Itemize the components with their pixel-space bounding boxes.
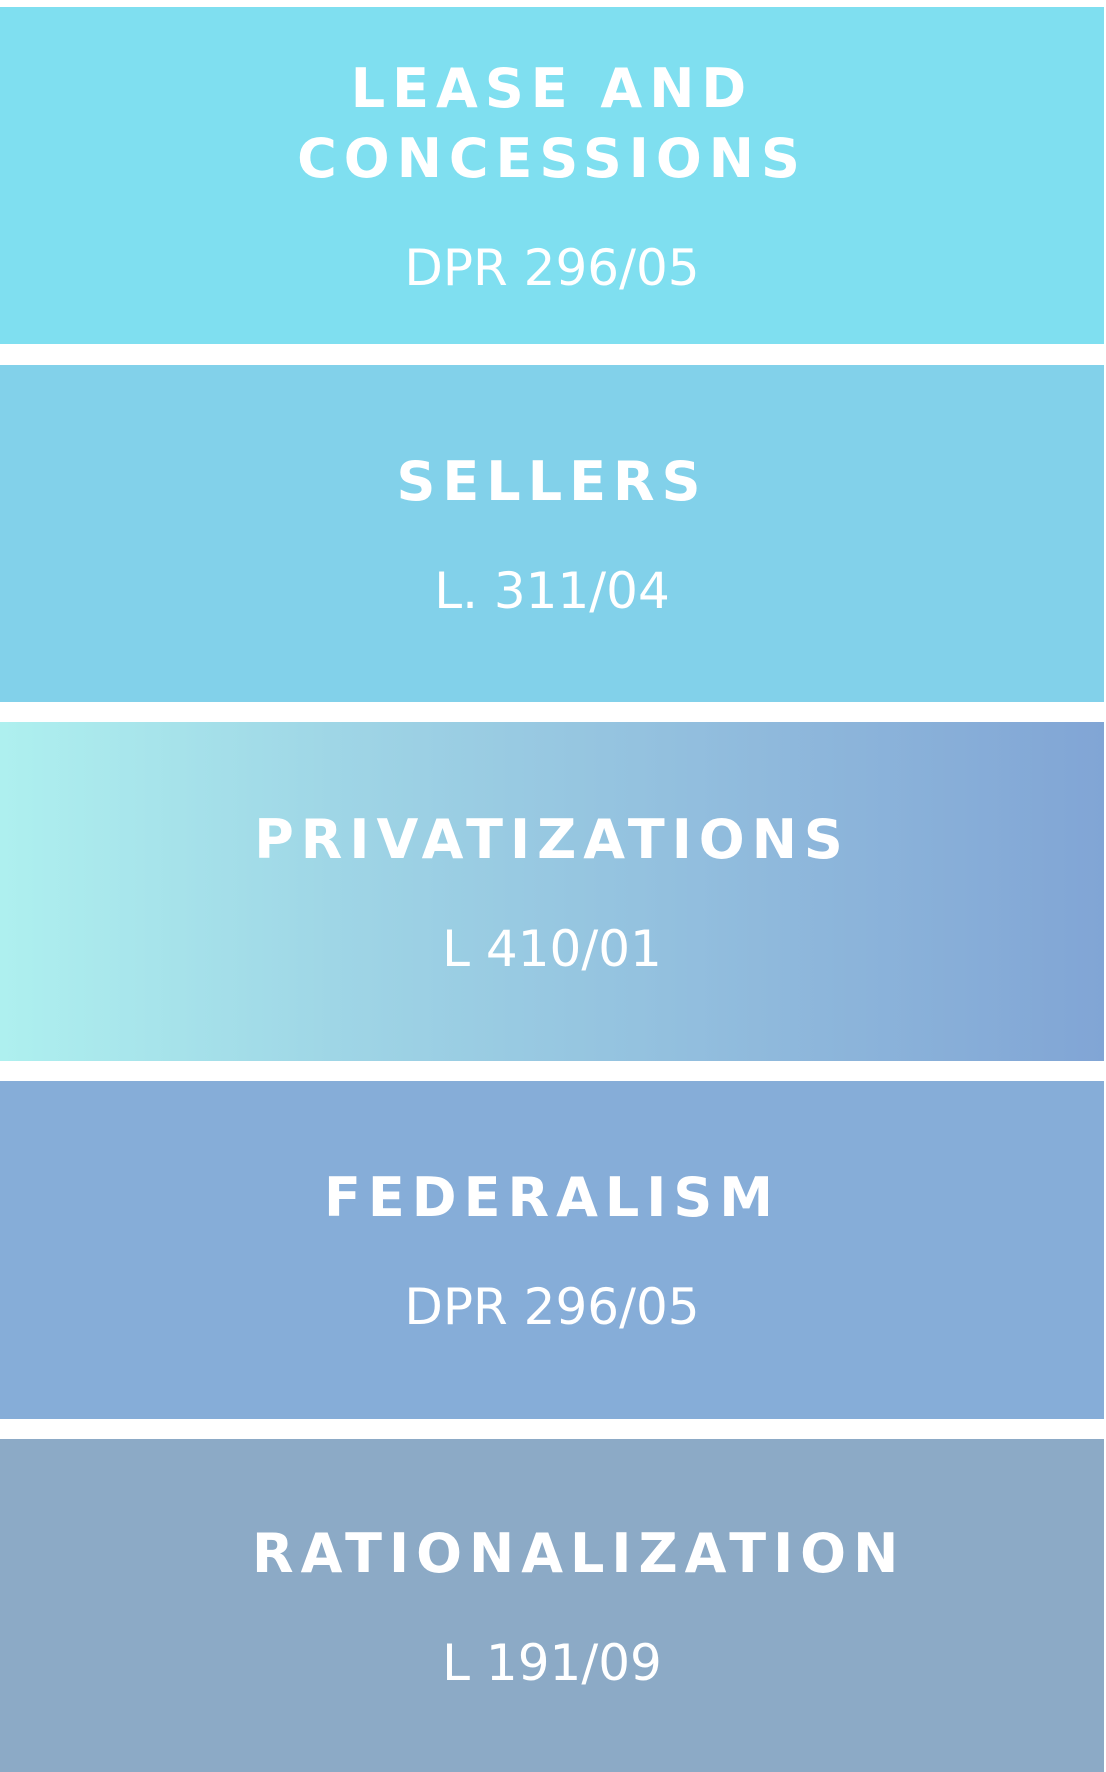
band-title: LEASE AND CONCESSIONS xyxy=(297,56,807,190)
band-code: L. 311/04 xyxy=(434,561,670,620)
band: LEASE AND CONCESSIONS DPR 296/05 xyxy=(0,7,1104,344)
band-code: DPR 296/05 xyxy=(404,1278,700,1336)
band-code: L 410/01 xyxy=(442,919,662,978)
band: RATIONALIZATION L 191/09 xyxy=(0,1439,1104,1772)
band-code: DPR 296/05 xyxy=(404,238,700,297)
band: FEDERALISM DPR 296/05 xyxy=(0,1081,1104,1419)
band-title: SELLERS xyxy=(396,449,708,513)
band-title: RATIONALIZATION xyxy=(252,1521,906,1585)
band-title: FEDERALISM xyxy=(324,1166,780,1229)
band: PRIVATIZATIONS L 410/01 xyxy=(0,722,1104,1061)
band-code: L 191/09 xyxy=(442,1633,662,1692)
band-title: PRIVATIZATIONS xyxy=(254,807,850,871)
band: SELLERS L. 311/04 xyxy=(0,365,1104,702)
